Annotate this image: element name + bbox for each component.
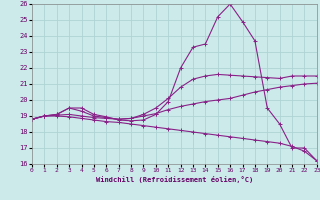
X-axis label: Windchill (Refroidissement éolien,°C): Windchill (Refroidissement éolien,°C) <box>96 176 253 183</box>
